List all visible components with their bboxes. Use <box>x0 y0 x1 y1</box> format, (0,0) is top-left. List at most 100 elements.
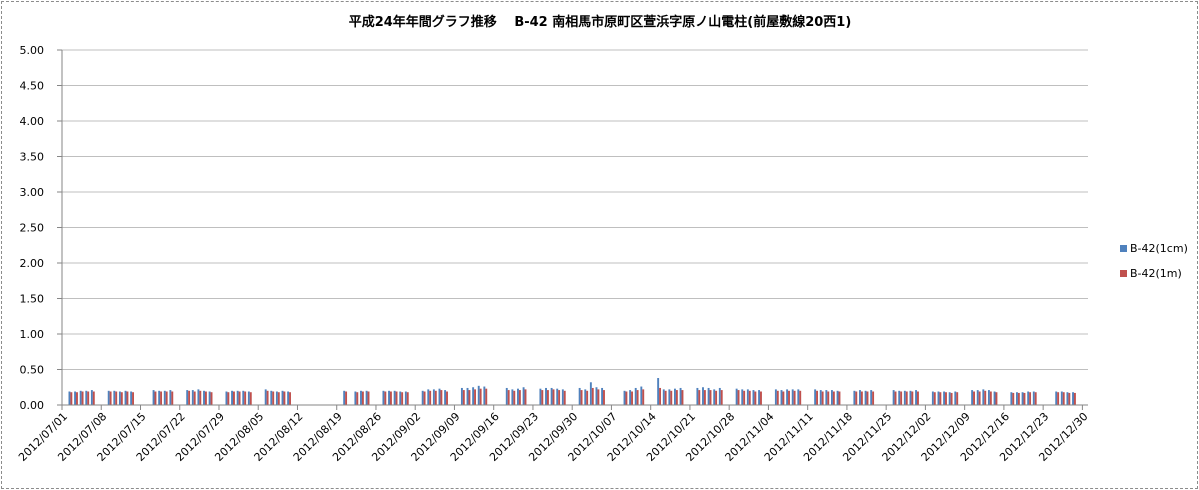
bar-series-1m <box>563 390 566 405</box>
bar-series-1m <box>249 392 252 405</box>
bar-series-1cm <box>870 390 873 405</box>
bar-series-1m <box>838 391 841 405</box>
bar-series-1cm <box>859 390 861 405</box>
bar-series-1cm <box>943 391 946 405</box>
chart-title: 平成24年年間グラフ推移 B-42 南相馬市原町区萱浜字原ノ山電柱(前屋敷線20… <box>349 14 852 30</box>
bar-series-1cm <box>797 389 800 405</box>
bar-series-1m <box>552 389 555 405</box>
bar-series-1cm <box>130 391 133 405</box>
bar-series-1m <box>1034 392 1037 405</box>
bar-series-1cm <box>1055 391 1058 405</box>
bar-series-1cm <box>1072 392 1074 405</box>
y-tick-label: 1.50 <box>20 293 45 306</box>
bar-series-1cm <box>601 387 604 405</box>
bar-series-1cm <box>976 390 979 405</box>
legend-label: B-42(1cm) <box>1130 242 1188 255</box>
bar-series-1m <box>406 392 409 405</box>
bar-series-1cm <box>404 391 407 405</box>
bar-series-1cm <box>545 387 547 405</box>
bar-series-1cm <box>432 389 435 405</box>
bar-series-1cm <box>831 390 833 405</box>
bar-series-1cm <box>954 391 957 405</box>
bar-series-1cm <box>1027 391 1030 405</box>
bar-series-1cm <box>752 390 755 405</box>
bar-series-1m <box>277 392 280 405</box>
bar-series-1m <box>816 390 818 405</box>
bar-series-1cm <box>365 390 368 405</box>
y-axis-ticks: 0.00 0.50 1.00 1.50 2.00 2.50 3.00 3.50 4.00 4.50… <box>20 44 45 412</box>
bar-series-1cm <box>640 386 643 405</box>
bar-series-1m <box>748 390 751 405</box>
bar-series-1cm <box>382 390 385 405</box>
bar-series-1cm <box>903 390 906 405</box>
bar-series-1cm <box>819 390 822 405</box>
bar-series-1m <box>872 391 875 405</box>
bar-series-1m <box>636 390 639 405</box>
bar-series-1m <box>894 391 897 405</box>
bar-series-1m <box>479 388 482 405</box>
bar-series-1m <box>591 387 594 405</box>
bar-series-1m <box>580 390 583 405</box>
bar-series-1m <box>911 391 914 405</box>
bar-series-1cm <box>713 389 716 405</box>
bar-series-1m <box>283 391 286 405</box>
bar-series-1m <box>199 390 202 405</box>
bar-series-1cm <box>892 390 895 405</box>
bar-series-1cm <box>438 388 441 405</box>
bar-series-1m <box>81 391 84 405</box>
bar-series-1m <box>238 391 241 405</box>
bar-series-1m <box>709 390 712 405</box>
bar-series-1cm <box>68 391 71 405</box>
bar-series-1m <box>782 391 785 405</box>
y-tick-label: 4.50 <box>20 80 45 93</box>
bar-series-1cm <box>696 387 699 405</box>
bar-series-1m <box>193 391 196 405</box>
bar-series-1m <box>776 390 779 405</box>
x-axis-ticks: 2012/07/012012/07/082012/07/152012/07/22… <box>16 410 1090 464</box>
bar-series-1cm <box>657 378 660 405</box>
bar-series-1m <box>70 392 73 405</box>
bar-series-1cm <box>1066 392 1069 405</box>
bar-series-1cm <box>354 391 357 405</box>
bar-series-1m <box>272 391 275 405</box>
bar-series-1m <box>518 390 521 405</box>
bar-series-1m <box>468 390 471 405</box>
bar-series-1m <box>670 390 673 405</box>
y-tick-label: 3.50 <box>20 151 45 164</box>
bar-series-1cm <box>674 388 676 405</box>
bar-series-1cm <box>662 389 665 405</box>
bar-series-1cm <box>118 391 121 405</box>
bar-series-1m <box>126 391 129 405</box>
bar-series-1cm <box>460 387 463 405</box>
bar-series-1m <box>109 391 112 405</box>
bar-series-1m <box>1057 392 1060 405</box>
bar-series-1m <box>289 392 291 405</box>
bar-series-1cm <box>550 387 553 405</box>
bar-series-1cm <box>561 389 564 405</box>
bar-series-1cm <box>702 387 704 405</box>
bar-series-1m <box>92 391 95 405</box>
bar-series-1cm <box>987 390 990 405</box>
bar-series-1cm <box>203 390 205 405</box>
bar-series-1m <box>227 392 230 405</box>
bar-series-1cm <box>247 391 250 405</box>
bar-series-1m <box>945 392 947 405</box>
bar-series-1m <box>984 390 987 405</box>
bar-series-1m <box>821 391 824 405</box>
bar-series-1m <box>165 391 168 405</box>
bar-series-1m <box>244 391 247 405</box>
bar-series-1cm <box>707 387 710 405</box>
bar-series-1m <box>905 391 908 405</box>
bar-series-1cm <box>427 389 430 405</box>
bar-series-1cm <box>343 390 346 405</box>
bar-series-1cm <box>1010 392 1013 405</box>
bar-series-1cm <box>163 390 166 405</box>
bar-series-1m <box>462 390 465 405</box>
bar-series-1cm <box>623 390 626 405</box>
bar-series-1m <box>793 390 796 405</box>
bar-series-1cm <box>85 390 88 405</box>
bar-series-1m <box>367 391 370 405</box>
bar-series-1cm <box>909 390 912 405</box>
y-tick-label: 2.00 <box>20 257 45 270</box>
bar-series-1m <box>827 391 830 405</box>
